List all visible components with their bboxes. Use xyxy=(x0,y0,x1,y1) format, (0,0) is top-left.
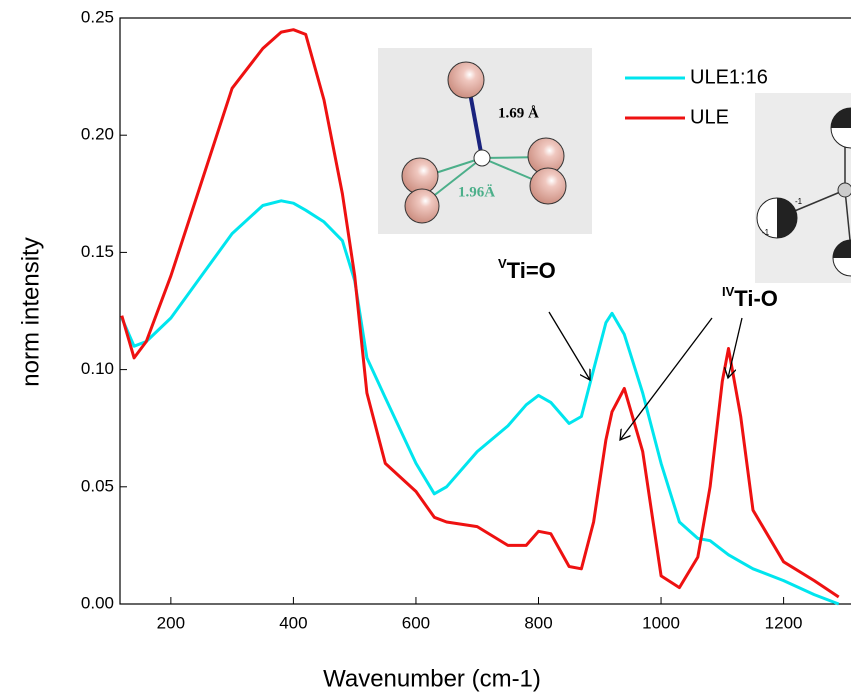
annotation-text: Ti=O xyxy=(507,258,556,283)
chart: 0.00 0.05 0.10 0.15 0.20 0.25 200 400 600 800 1000… xyxy=(0,0,851,694)
arrows xyxy=(549,312,742,440)
y-tick-label: 0.20 xyxy=(81,125,114,144)
x-tick-label: 1200 xyxy=(765,613,803,632)
x-tick-label: 800 xyxy=(524,613,552,632)
inset-label: -1 xyxy=(762,228,770,237)
y-tick-label: 0.00 xyxy=(81,593,114,612)
y-tick-label: 0.15 xyxy=(81,242,114,261)
inset-molecule: 1.69 Å 1.96Ä xyxy=(378,48,592,234)
inset-label: -1 xyxy=(795,197,803,206)
series-line xyxy=(122,201,839,604)
x-tick-label: 600 xyxy=(402,613,430,632)
annotation: IVTi-O xyxy=(722,284,778,310)
x-tick-label: 200 xyxy=(157,613,185,632)
inset-label: 1.69 Å xyxy=(498,105,539,121)
y-tick-label: 0.25 xyxy=(81,7,114,26)
y-tick-label: 0.05 xyxy=(81,476,114,495)
y-tick-label: 0.10 xyxy=(81,359,114,378)
legend-label: ULE xyxy=(690,106,729,128)
inset-label: 1.96Ä xyxy=(458,184,495,200)
annotation: VTi=O xyxy=(498,256,556,282)
x-axis-title: Wavenumber (cm-1) xyxy=(323,665,541,692)
x-tick-label: 1000 xyxy=(642,613,680,632)
annotation-sup: V xyxy=(498,256,507,271)
legend-label: ULE1:16 xyxy=(690,66,768,88)
y-axis-title: norm intensity xyxy=(17,237,44,386)
inset-molecule-2: -1 -1 xyxy=(755,93,851,283)
x-tick-label: 400 xyxy=(279,613,307,632)
annotation-sup: IV xyxy=(722,284,735,299)
annotation-text: Ti-O xyxy=(734,286,778,311)
